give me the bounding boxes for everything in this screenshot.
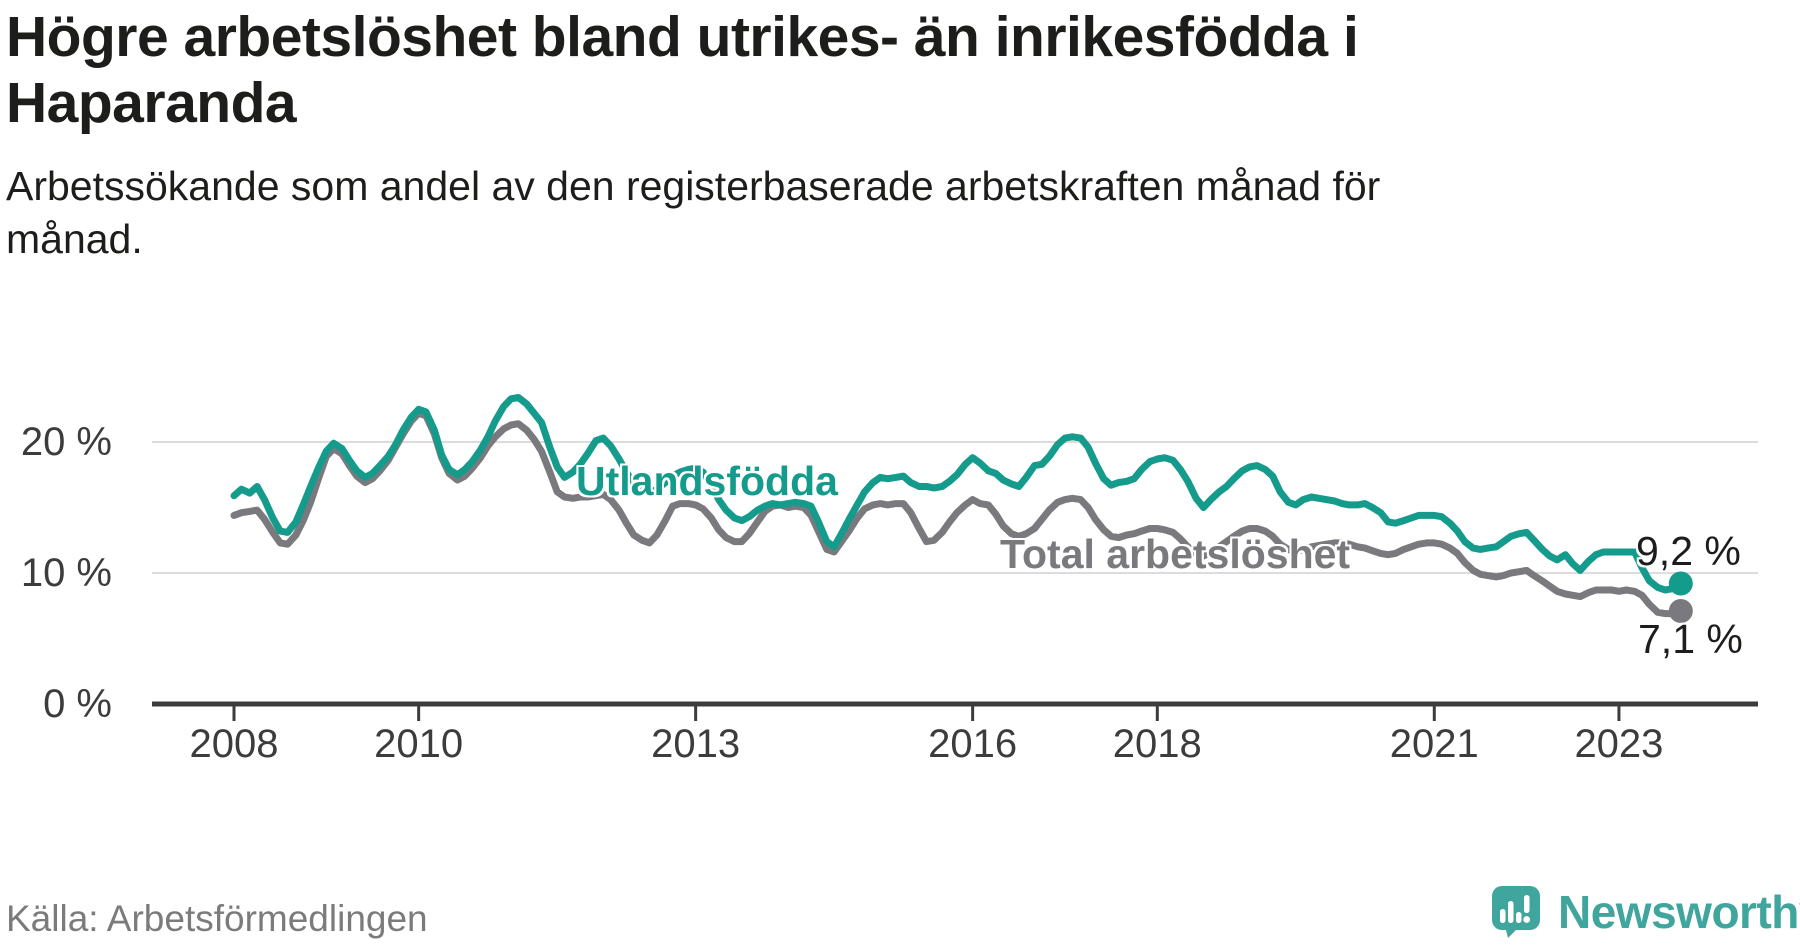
series-line-total <box>230 409 1685 618</box>
x-tick-label: 2018 <box>1112 722 1202 766</box>
page-title: Högre arbetslöshet bland utrikes- än inr… <box>6 4 1359 136</box>
bar-1 <box>1500 909 1506 923</box>
series-end-dot-total <box>1668 598 1693 623</box>
y-tick-label: 20 % <box>20 420 112 464</box>
y-tick-label: 10 % <box>20 551 112 595</box>
end-value-label-utlandsfodda: 9,2 % <box>1636 528 1741 574</box>
x-tick-label: 2021 <box>1389 722 1479 766</box>
x-tick-label: 2008 <box>189 722 279 766</box>
bar-3 <box>1516 912 1522 923</box>
page-subtitle: Arbetssökande som andel av den registerb… <box>6 160 1380 266</box>
series-line-utlandsfodda <box>230 394 1685 594</box>
speech-bubble-shape <box>1492 886 1540 938</box>
x-tick-label: 2010 <box>374 722 464 766</box>
end-value-label-total: 7,1 % <box>1638 616 1743 662</box>
x-tick-label: 2013 <box>651 722 741 766</box>
x-tick-label: 2016 <box>928 722 1018 766</box>
y-tick-label: 0 % <box>43 682 112 726</box>
source-note: Källa: Arbetsförmedlingen <box>6 898 428 939</box>
series-end-dot-utlandsfodda <box>1668 571 1693 596</box>
newsworthy-icon <box>1492 886 1540 938</box>
page-subtitle-line1: Arbetssökande som andel av den registerb… <box>6 163 1381 209</box>
page-title-line2: Haparanda <box>6 71 297 135</box>
x-tick-label: 2023 <box>1574 722 1664 766</box>
newsworthy-wordmark: Newsworthy <box>1558 886 1800 938</box>
newsworthy-logo: Newsworthy <box>1492 886 1800 938</box>
page-title-line1: Högre arbetslöshet bland utrikes- än inr… <box>6 5 1359 69</box>
bar-2 <box>1508 901 1514 923</box>
exclamation-bar <box>1524 895 1530 913</box>
exclamation-dot <box>1523 916 1531 923</box>
series-label-total-arbetsloshet: Total arbetslöshet <box>1000 531 1351 577</box>
page-subtitle-line2: månad. <box>6 216 143 262</box>
series-label-utlandsfodda: Utlandsfödda <box>576 458 838 504</box>
